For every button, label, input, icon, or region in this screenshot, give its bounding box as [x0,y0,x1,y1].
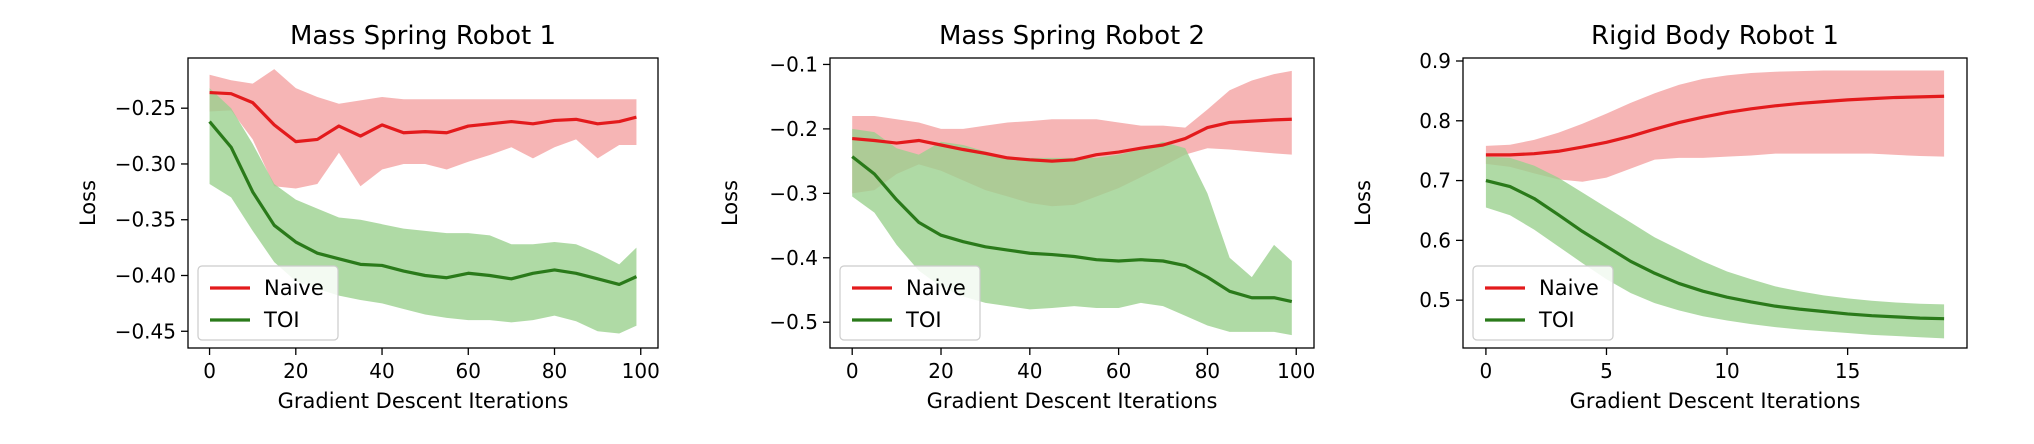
axes-frame [1462,57,1968,349]
line-naive [209,90,637,144]
y-tick-label: −0.2 [769,117,818,141]
y-axis-label: Loss [76,180,100,226]
x-tick-label: 20 [283,359,308,383]
band-naive [1485,70,1945,182]
axes-frame [829,57,1315,349]
legend-label-toi: TOI [1538,308,1575,332]
plot-area [1485,70,1945,339]
x-tick-label: 100 [622,359,660,383]
x-tick-label: 10 [1714,359,1739,383]
x-tick-label: 0 [846,359,859,383]
legend-label-toi: TOI [263,308,300,332]
x-axis-label: Gradient Descent Iterations [278,389,569,413]
y-tick-label: 0.6 [1419,228,1451,252]
y-tick-label: −0.1 [769,52,818,76]
legend-label-naive: Naive [1539,276,1599,300]
x-tick-label: 100 [1277,359,1315,383]
x-tick-label: 80 [1195,359,1220,383]
line-toi [208,120,638,287]
legend-label-naive: Naive [264,276,324,300]
x-tick-label: 60 [456,359,481,383]
line-naive [852,117,1292,163]
y-axis-label: Loss [1351,180,1375,226]
axes-frame [187,57,659,349]
x-axis-label: Gradient Descent Iterations [927,389,1218,413]
legend: Naive TOI [839,265,981,341]
chart-title: Mass Spring Robot 1 [290,21,556,51]
y-tick-label: 0.7 [1419,169,1451,193]
legend: Naive TOI [197,265,339,341]
legend: Naive TOI [1472,265,1614,341]
y-tick-label: −0.25 [115,96,176,120]
chart-panel-3: 0 5 10 15 0.5 0.6 0.7 0.8 0.9 Rigid Body Robot 1 G… [1351,21,1968,413]
y-tick-label: 0.9 [1419,49,1451,73]
x-tick-label: 0 [1480,359,1493,383]
chart-panel-2: 0 20 40 60 80 100 −0.5 −0.4 −0.3 −0.2 −0.1 Mass Spr… [718,21,1315,413]
x-tick-label: 5 [1600,359,1613,383]
y-tick-label: −0.30 [115,152,176,176]
band-toi [1485,156,1945,339]
y-tick-label: 0.8 [1419,109,1451,133]
line-toi [1485,179,1945,321]
x-tick-label: 0 [203,359,216,383]
chart-panel-1: 0 20 40 60 80 100 −0.45 −0.40 −0.35 −0.30 −0.25 Mas… [76,21,660,413]
legend-label-toi: TOI [905,308,942,332]
x-tick-label: 15 [1835,359,1860,383]
chart-title: Mass Spring Robot 2 [939,21,1205,51]
x-tick-label: 60 [1106,359,1131,383]
y-tick-label: −0.40 [115,264,176,288]
y-axis-label: Loss [718,180,742,226]
y-tick-label: −0.5 [769,310,818,334]
line-toi [851,155,1293,304]
y-tick-label: −0.4 [769,246,818,270]
x-axis-label: Gradient Descent Iterations [1570,389,1861,413]
y-tick-label: −0.35 [115,208,176,232]
chart-title: Rigid Body Robot 1 [1591,21,1839,51]
y-tick-label: −0.3 [769,181,818,205]
y-tick-label: −0.45 [115,319,176,343]
band-naive [209,69,637,189]
x-tick-label: 40 [369,359,394,383]
x-tick-label: 40 [1017,359,1042,383]
y-tick-label: 0.5 [1419,288,1451,312]
line-naive [1485,94,1945,157]
x-tick-label: 80 [542,359,567,383]
legend-label-naive: Naive [906,276,966,300]
x-tick-label: 20 [928,359,953,383]
